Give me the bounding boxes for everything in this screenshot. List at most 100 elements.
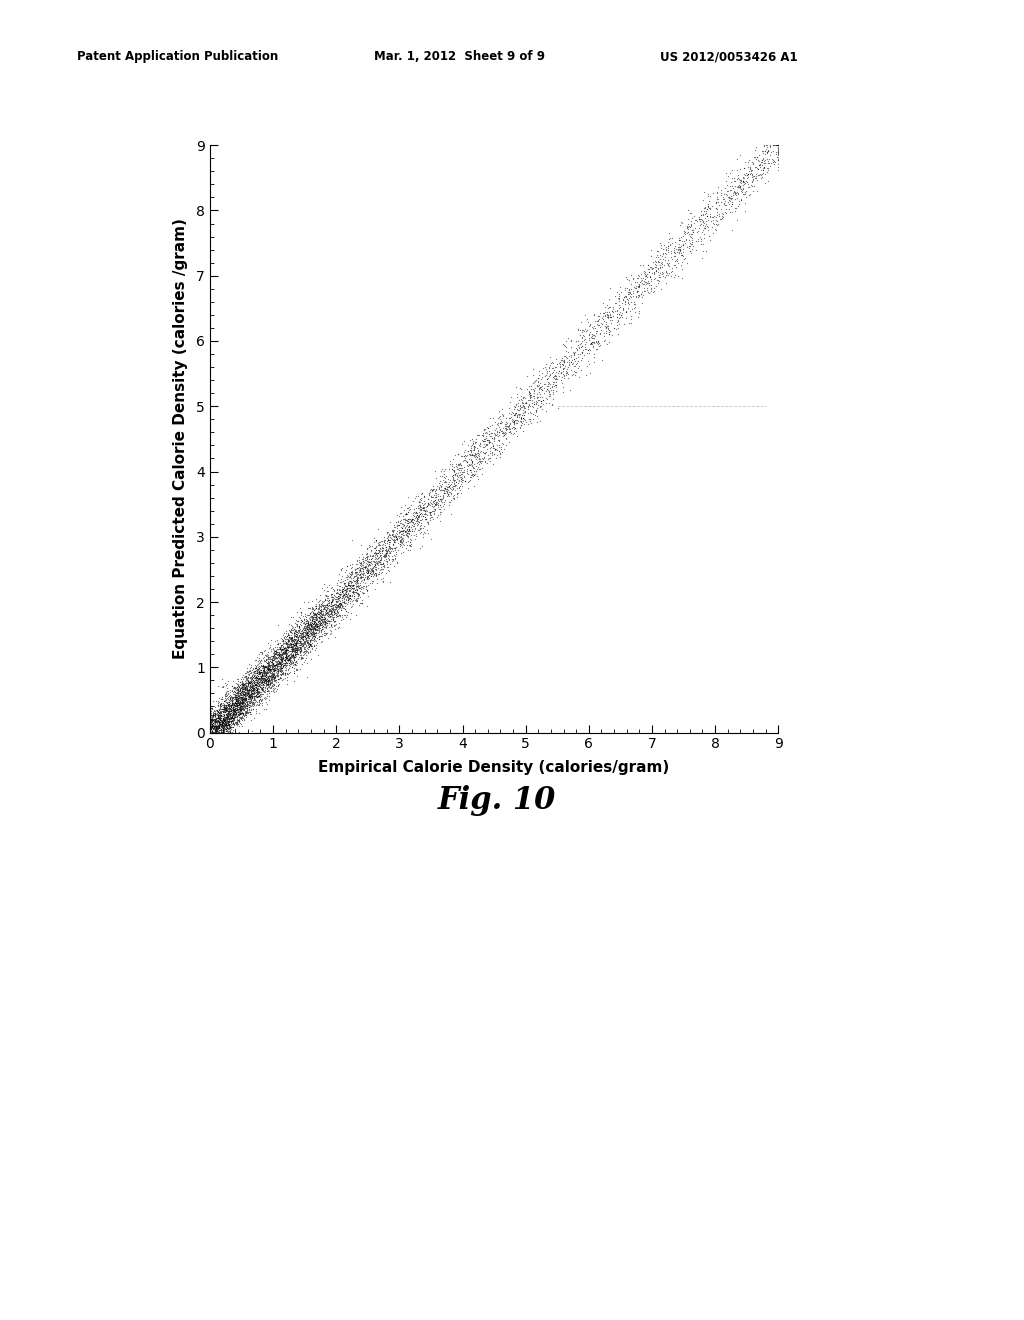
Point <box>202 722 218 743</box>
Point <box>283 635 299 656</box>
Point <box>227 677 244 698</box>
Point <box>264 653 281 675</box>
Point <box>500 417 516 438</box>
Point <box>679 252 695 273</box>
Point <box>266 660 283 681</box>
Point <box>490 407 507 428</box>
Point <box>228 694 245 715</box>
Point <box>346 586 362 607</box>
Point <box>566 342 583 363</box>
Point <box>229 686 246 708</box>
Point <box>216 713 232 734</box>
Point <box>353 535 370 556</box>
Point <box>221 702 238 723</box>
Point <box>316 611 333 632</box>
Point <box>695 223 712 244</box>
Point <box>427 479 443 500</box>
Point <box>288 634 304 655</box>
Point <box>298 611 314 632</box>
Point <box>337 579 353 601</box>
Point <box>554 354 570 375</box>
Point <box>379 550 395 572</box>
Point <box>217 698 233 719</box>
Point <box>616 285 633 306</box>
Point <box>748 137 764 158</box>
Point <box>641 265 657 286</box>
Point <box>286 624 302 645</box>
Point <box>205 713 221 734</box>
Point <box>401 540 418 561</box>
Point <box>202 715 218 737</box>
Point <box>270 632 287 653</box>
Point <box>219 706 236 727</box>
Point <box>226 698 243 719</box>
Point <box>242 657 258 678</box>
Point <box>337 605 353 626</box>
Point <box>385 521 401 543</box>
Point <box>209 715 225 737</box>
Point <box>255 649 271 671</box>
Point <box>334 582 350 603</box>
Point <box>223 713 240 734</box>
Point <box>300 598 316 619</box>
Point <box>273 639 290 660</box>
Point <box>218 698 234 719</box>
Point <box>693 205 710 226</box>
Point <box>202 711 218 733</box>
Point <box>232 682 249 704</box>
Point <box>304 626 321 647</box>
Point <box>484 422 501 444</box>
Point <box>328 595 344 616</box>
Point <box>213 713 229 734</box>
Point <box>453 454 469 475</box>
Point <box>697 210 714 231</box>
Point <box>210 722 226 743</box>
Point <box>227 693 244 714</box>
Point <box>501 416 517 437</box>
Point <box>366 550 382 572</box>
Point <box>216 698 232 719</box>
Point <box>713 198 729 219</box>
Point <box>287 644 303 665</box>
Point <box>381 532 397 553</box>
Point <box>708 198 724 219</box>
Point <box>397 495 414 516</box>
Point <box>757 164 773 185</box>
Point <box>254 678 270 700</box>
Point <box>310 628 327 649</box>
Point <box>317 595 334 616</box>
Point <box>430 490 446 511</box>
Point <box>291 620 307 642</box>
Point <box>334 606 350 627</box>
Point <box>427 499 443 520</box>
Point <box>243 709 259 730</box>
Point <box>709 182 725 203</box>
Point <box>335 598 351 619</box>
Point <box>475 442 492 463</box>
Point <box>511 407 527 428</box>
Point <box>254 643 270 664</box>
Point <box>611 297 628 318</box>
Point <box>395 506 412 527</box>
Point <box>224 677 241 698</box>
Point <box>268 676 285 697</box>
Point <box>515 408 531 429</box>
Point <box>364 540 380 561</box>
Point <box>352 572 369 593</box>
Point <box>249 672 265 693</box>
Point <box>279 649 295 671</box>
Point <box>215 698 231 719</box>
Point <box>522 383 539 404</box>
Point <box>751 150 767 172</box>
Point <box>438 483 455 504</box>
Point <box>306 622 323 643</box>
Point <box>220 708 237 729</box>
Point <box>470 444 486 465</box>
Point <box>274 647 291 668</box>
Point <box>415 494 431 515</box>
Point <box>561 354 578 375</box>
Point <box>231 680 248 701</box>
Point <box>543 385 559 407</box>
Point <box>339 586 355 607</box>
Point <box>283 652 299 673</box>
